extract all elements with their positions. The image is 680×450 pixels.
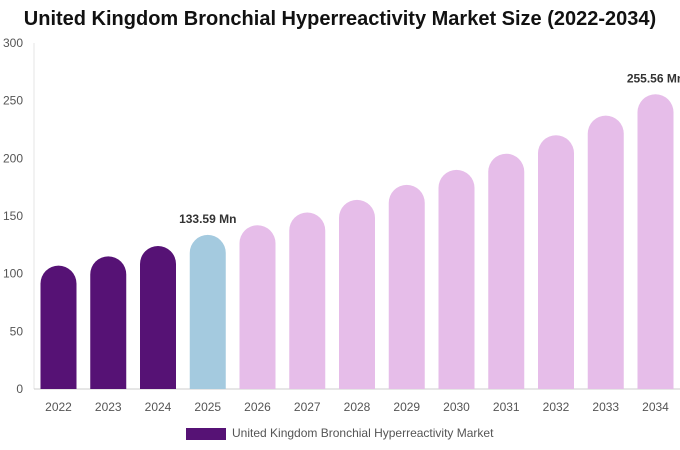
legend-swatch (186, 428, 226, 440)
bar-2031[interactable] (488, 154, 524, 389)
x-tick-label: 2032 (543, 400, 570, 414)
x-tick-label: 2026 (244, 400, 271, 414)
bar-2023[interactable] (90, 256, 126, 389)
y-tick-label: 150 (3, 209, 23, 223)
bar-2029[interactable] (389, 185, 425, 389)
bar-2034[interactable] (638, 94, 674, 389)
bar-2028[interactable] (339, 200, 375, 389)
x-tick-label: 2028 (344, 400, 371, 414)
y-tick-label: 0 (16, 382, 23, 396)
x-tick-label: 2025 (194, 400, 221, 414)
data-label-2034: 255.56 Mn (627, 71, 680, 85)
bar-2025[interactable] (190, 235, 226, 389)
bar-2027[interactable] (289, 213, 325, 389)
data-label-2025: 133.59 Mn (179, 212, 236, 226)
x-tick-label: 2022 (45, 400, 72, 414)
x-tick-label: 2031 (493, 400, 520, 414)
bar-2032[interactable] (538, 135, 574, 389)
bar-2030[interactable] (439, 170, 475, 389)
bar-2022[interactable] (41, 266, 77, 389)
x-tick-label: 2024 (145, 400, 172, 414)
x-tick-label: 2034 (642, 400, 669, 414)
y-tick-label: 300 (3, 36, 23, 50)
x-tick-label: 2033 (592, 400, 619, 414)
x-tick-label: 2027 (294, 400, 321, 414)
y-tick-label: 250 (3, 94, 23, 108)
bar-2024[interactable] (140, 246, 176, 389)
x-tick-label: 2029 (393, 400, 420, 414)
bar-2033[interactable] (588, 116, 624, 389)
bar-2026[interactable] (240, 225, 276, 389)
bar-layer (41, 94, 674, 389)
y-tick-label: 200 (3, 151, 23, 165)
y-tick-label: 50 (10, 324, 24, 338)
x-tick-label: 2023 (95, 400, 122, 414)
legend[interactable]: United Kingdom Bronchial Hyperreactivity… (186, 426, 494, 440)
legend-label: United Kingdom Bronchial Hyperreactivity… (232, 426, 494, 440)
y-tick-label: 100 (3, 267, 23, 281)
x-tick-label: 2030 (443, 400, 470, 414)
